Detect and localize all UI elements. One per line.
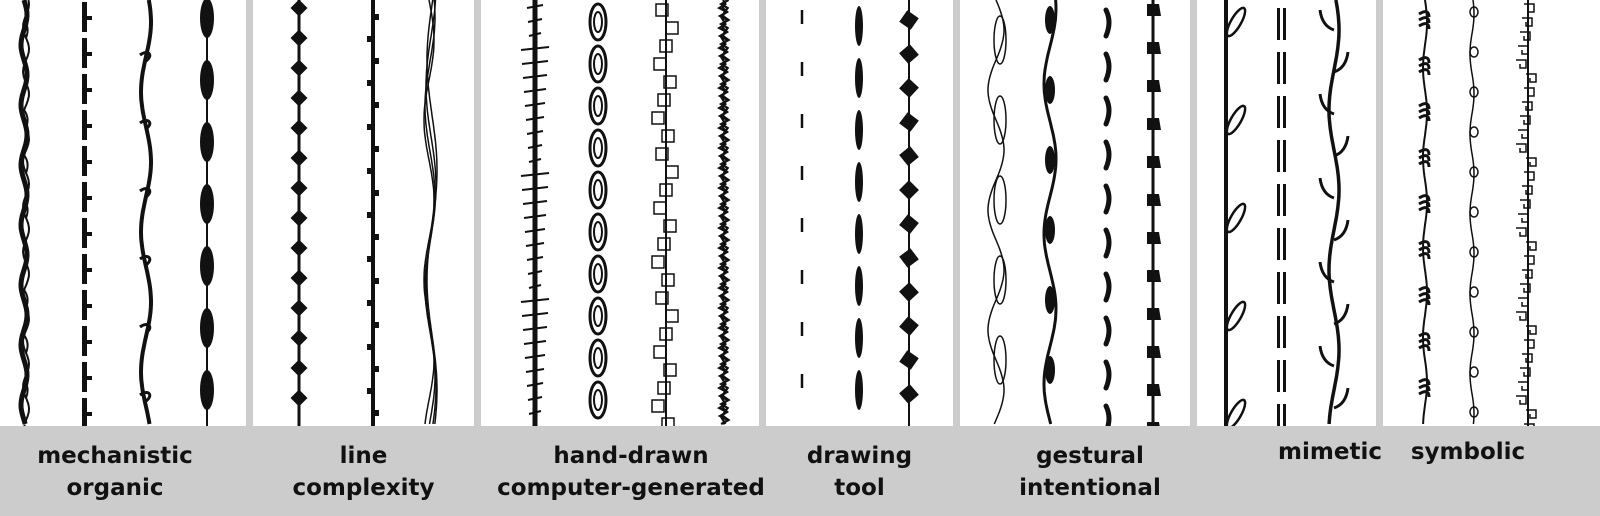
caption-line-2: organic bbox=[66, 475, 164, 501]
square-tangle-line bbox=[651, 0, 679, 426]
caption-line-1: gestural bbox=[1036, 443, 1144, 469]
caption-gestural-intentional: gestural intentional bbox=[975, 432, 1205, 512]
caption-symbolic: symbolic bbox=[1383, 432, 1553, 516]
ellipse-dash-line bbox=[855, 6, 863, 410]
panel-mimetic bbox=[1197, 0, 1376, 426]
vine-with-knots bbox=[138, 0, 153, 425]
diamond-bead-line bbox=[290, 0, 308, 426]
panel-line-complexity bbox=[253, 0, 474, 426]
panel-symbolic bbox=[1383, 0, 1600, 426]
caption-hand-drawn-computer-generated: hand-drawn computer-generated bbox=[481, 432, 781, 512]
panel-strokes bbox=[1224, 0, 1350, 426]
comma-dash-line bbox=[1103, 7, 1112, 426]
panel-strokes bbox=[1418, 0, 1537, 426]
spiral-loop-line bbox=[588, 2, 608, 420]
caption-line-1: mechanistic bbox=[37, 443, 193, 469]
flag-tick-line bbox=[1147, 0, 1161, 426]
caption-line-1: hand-drawn bbox=[553, 443, 709, 469]
caption-line-complexity: line complexity bbox=[253, 432, 474, 512]
dashed-notched-line bbox=[82, 2, 92, 426]
caption-line-2: computer-generated bbox=[497, 475, 765, 501]
scribble-coil-line bbox=[717, 0, 731, 425]
panel-gestural-intentional bbox=[960, 0, 1190, 426]
scribbled-wavy-line bbox=[423, 0, 438, 425]
panel-mechanistic-organic bbox=[0, 0, 246, 426]
small-loop-line bbox=[1469, 0, 1479, 425]
caption-mimetic: mimetic bbox=[1240, 432, 1420, 516]
curl-cluster-line bbox=[1418, 0, 1431, 425]
beaded-blob-line bbox=[200, 0, 214, 426]
panel-strokes bbox=[18, 0, 214, 426]
panel-hand-drawn-computer-generated bbox=[481, 0, 759, 426]
square-notch-line bbox=[367, 0, 379, 426]
loopy-gesture-line bbox=[987, 0, 1007, 425]
caption-line-1: symbolic bbox=[1410, 439, 1526, 465]
caption-line-1: drawing bbox=[806, 443, 913, 469]
caption-drawing-tool: drawing tool bbox=[766, 432, 953, 512]
panel-drawing-tool bbox=[766, 0, 953, 426]
caption-line-2: complexity bbox=[292, 475, 435, 501]
blobby-gesture-line bbox=[1042, 0, 1058, 425]
thorn-vine-line bbox=[1318, 0, 1350, 425]
panel-strokes bbox=[987, 0, 1161, 426]
caption-line-1: line bbox=[339, 443, 388, 469]
key-pattern-line bbox=[1516, 0, 1537, 426]
double-dash-line bbox=[1277, 8, 1286, 426]
caption-line-1: mimetic bbox=[1278, 439, 1382, 465]
caption-line-2: tool bbox=[834, 475, 885, 501]
panel-strokes bbox=[520, 0, 731, 426]
diamond-ribbon-line bbox=[899, 0, 919, 426]
caption-line-2: intentional bbox=[1019, 475, 1161, 501]
wavy-leafy-line bbox=[18, 0, 31, 426]
panel-strokes bbox=[800, 0, 919, 426]
panel-strokes bbox=[290, 0, 438, 426]
hatched-tick-line bbox=[520, 0, 550, 426]
leaf-branch-line bbox=[1224, 0, 1247, 426]
caption-mechanistic-organic: mechanistic organic bbox=[0, 432, 230, 512]
